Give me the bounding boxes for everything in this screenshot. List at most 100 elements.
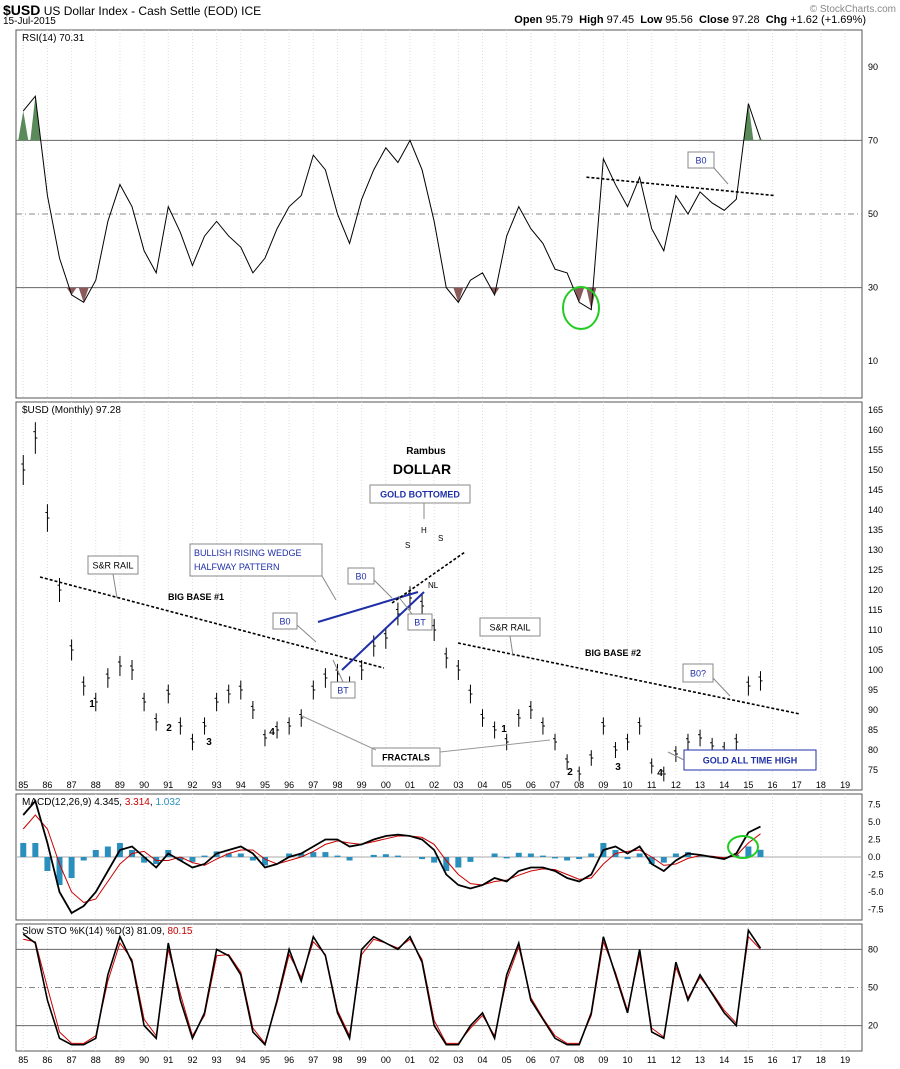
gold-bottomed-label-box — [369, 484, 471, 504]
chart-header: $USD US Dollar Index - Cash Settle (EOD)… — [0, 0, 900, 30]
sto-y-tick-label: 20 — [868, 1021, 878, 1031]
sto-x-tick-label: 12 — [671, 1055, 681, 1065]
macd-y-tick-label: -2.5 — [868, 870, 884, 880]
price-x-tick-label: 05 — [502, 780, 512, 790]
price-x-tick-label: 18 — [816, 780, 826, 790]
macd-histogram-bar — [249, 857, 256, 861]
price-x-tick-label: 96 — [284, 780, 294, 790]
macd-histogram-bar — [32, 843, 39, 857]
price-x-tick-label: 93 — [212, 780, 222, 790]
sto-pctd-line — [23, 935, 761, 1045]
macd-histogram-bar — [104, 846, 111, 857]
macd-histogram-bar — [539, 855, 546, 857]
wedge-lower-line — [341, 591, 425, 671]
macd-histogram-bar — [588, 853, 595, 857]
shoulder-left-label: S — [405, 541, 410, 550]
rsi-y-tick-label: 50 — [868, 209, 878, 219]
sto-x-tick-label: 99 — [357, 1055, 367, 1065]
macd-y-tick-label: 7.5 — [868, 800, 881, 810]
macd-histogram-bar — [564, 857, 571, 861]
price-x-tick-label: 02 — [429, 780, 439, 790]
rsi-b0-label-box — [687, 151, 715, 169]
sto-x-tick-label: 96 — [284, 1055, 294, 1065]
price-x-tick-label: 16 — [768, 780, 778, 790]
price-x-tick-label: 19 — [840, 780, 850, 790]
macd-macd-line — [22, 799, 761, 915]
macd-histogram-bar — [44, 857, 51, 871]
macd-histogram-bar — [552, 857, 559, 859]
watermark: © StockCharts.com — [809, 4, 896, 15]
macd-y-tick-label: -5.0 — [868, 887, 884, 897]
macd-histogram-bar — [225, 853, 232, 857]
cycle-number-label: 4 — [657, 768, 663, 779]
rsi-overbought-fill — [18, 110, 29, 141]
sto-x-tick-label: 16 — [768, 1055, 778, 1065]
price-y-tick-label: 110 — [868, 625, 882, 635]
sto-x-tick-label: 04 — [478, 1055, 488, 1065]
chg-value: +1.62 (+1.69%) — [790, 14, 866, 26]
price-x-tick-label: 10 — [623, 780, 633, 790]
ohlc-readout: Open 95.79 High 97.45 Low 95.56 Close 97… — [514, 14, 866, 26]
macd-histogram-bar — [443, 857, 450, 871]
chart-title: $USD US Dollar Index - Cash Settle (EOD)… — [3, 2, 261, 18]
macd-histogram-bar — [346, 857, 353, 861]
price-x-tick-label: 14 — [719, 780, 729, 790]
low-value: 95.56 — [665, 14, 693, 26]
sr-rail-2-pointer — [509, 635, 514, 657]
price-x-tick-label: 13 — [695, 780, 705, 790]
cycle-number-label: 3 — [615, 762, 621, 773]
macd-y-tick-label: 5.0 — [868, 817, 881, 827]
sr-rail-2-label: S&R RAIL — [489, 623, 530, 633]
rsi-line — [22, 95, 761, 311]
price-x-tick-label: 94 — [236, 780, 246, 790]
price-y-tick-label: 100 — [868, 665, 883, 675]
sto-x-tick-label: 17 — [792, 1055, 802, 1065]
bt-2-label: BT — [414, 618, 426, 628]
price-x-tick-label: 87 — [67, 780, 77, 790]
cycle-number-label: 1 — [501, 724, 507, 735]
gold-bottomed-label: GOLD BOTTOMED — [380, 490, 460, 500]
rsi-y-tick-label: 90 — [868, 62, 878, 72]
price-x-tick-label: 01 — [405, 780, 415, 790]
exchange: ICE — [241, 4, 262, 18]
big-base-2-label: BIG BASE #2 — [585, 648, 641, 658]
macd-histogram-bar — [189, 857, 196, 862]
price-y-tick-label: 160 — [868, 425, 883, 435]
sto-x-tick-label: 97 — [308, 1055, 318, 1065]
sto-x-tick-label: 90 — [139, 1055, 149, 1065]
head-label: H — [421, 526, 427, 535]
bt-2-label-box — [407, 613, 433, 631]
fractals-label-box — [371, 747, 441, 767]
price-y-tick-label: 105 — [868, 645, 883, 655]
macd-histogram-bar — [322, 852, 329, 857]
bt-1-pointer — [332, 659, 344, 683]
panel-frame-price — [15, 401, 863, 791]
macd-signal-line — [22, 814, 761, 904]
sto-x-tick-label: 98 — [332, 1055, 342, 1065]
macd-green-highlight — [727, 835, 759, 859]
price-y-tick-label: 125 — [868, 565, 883, 575]
price-x-tick-label: 99 — [357, 780, 367, 790]
sr-rail-1-pointer — [112, 573, 118, 599]
price-x-tick-label: 95 — [260, 780, 270, 790]
macd-histogram-bar — [527, 853, 534, 857]
macd-y-tick-label: 2.5 — [868, 835, 881, 845]
price-y-tick-label: 75 — [868, 765, 878, 775]
macd-histogram-bar — [92, 850, 99, 857]
price-x-tick-label: 89 — [115, 780, 125, 790]
cycle-number-label: 4 — [269, 727, 275, 738]
sto-x-tick-label: 86 — [42, 1055, 52, 1065]
rsi-green-highlight — [562, 286, 600, 330]
price-y-tick-label: 140 — [868, 505, 883, 515]
macd-histogram-bar — [68, 857, 75, 878]
macd-histogram-bar — [286, 853, 293, 857]
wedge-label-line2: HALFWAY PATTERN — [194, 562, 280, 572]
chart-date: 15-Jul-2015 — [3, 16, 56, 27]
rsi-b0-label: B0 — [695, 156, 706, 166]
big-base-1-label: BIG BASE #1 — [168, 592, 224, 602]
sto-x-tick-label: 02 — [429, 1055, 439, 1065]
sr-rail-2 — [457, 642, 801, 715]
price-x-tick-label: 97 — [308, 780, 318, 790]
price-x-tick-label: 98 — [332, 780, 342, 790]
rsi-resistance-line — [586, 176, 776, 197]
